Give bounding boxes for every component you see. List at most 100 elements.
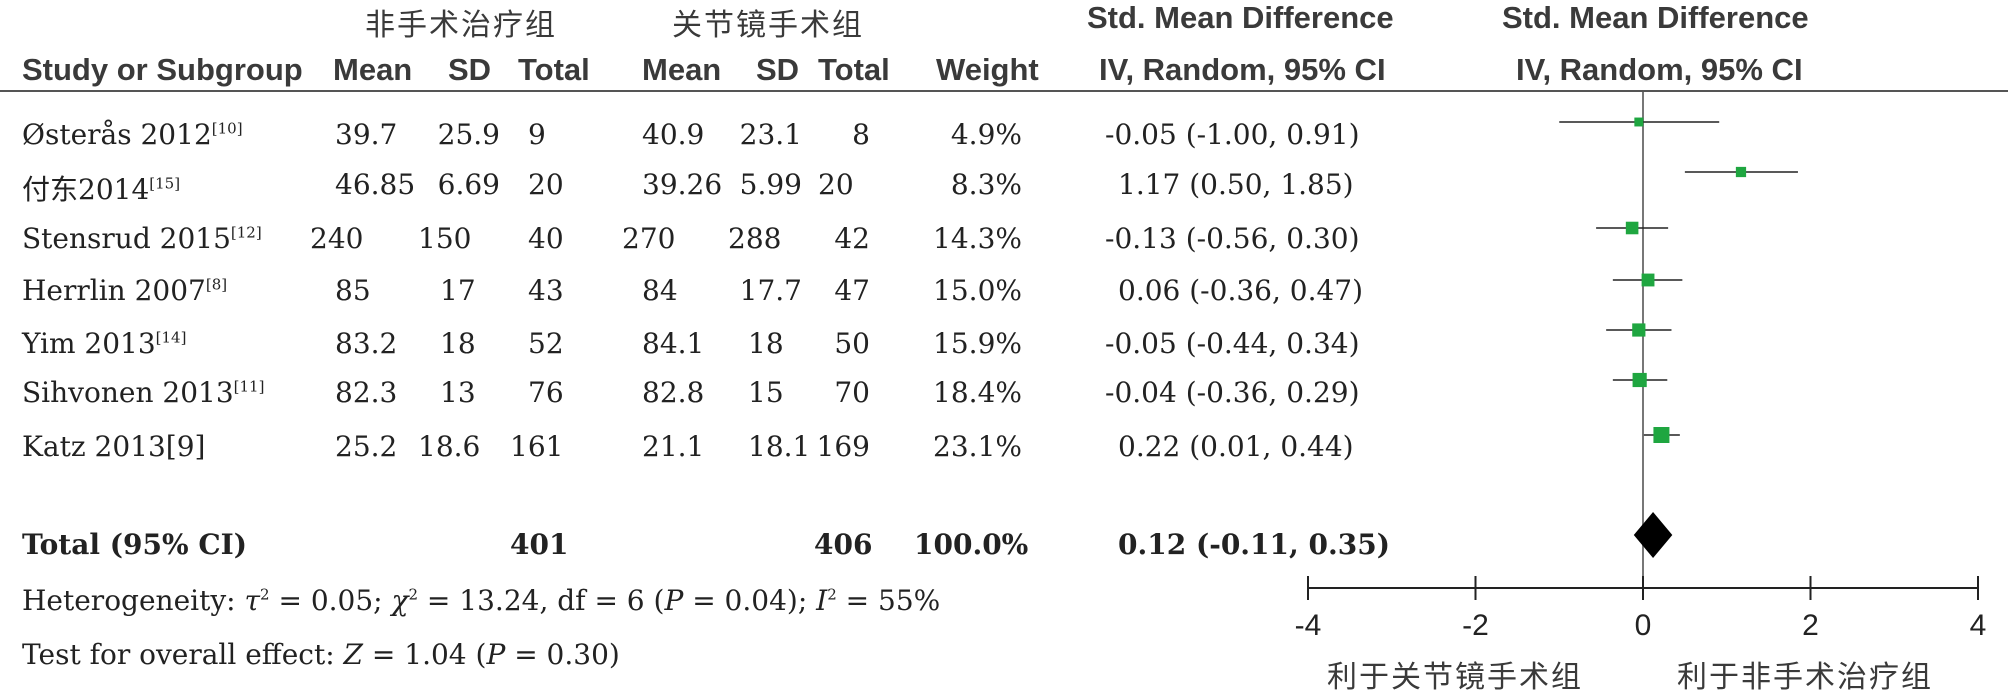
total-weight-cell: 100.0% [914,528,1029,561]
sd2-cell: 23.1 [739,118,802,151]
sd1-cell: 150 [418,222,472,255]
effect-method-left: IV, Random, 95% CI [1099,52,1386,87]
sd2-header: SD [756,52,800,87]
ci-cell: -0.05 (-0.44, 0.34) [1105,327,1360,360]
mean1-cell: 85 [335,274,371,307]
mean1-cell: 240 [310,222,364,255]
sd1-cell: 17 [440,274,476,307]
sd2-cell: 18.1 [748,430,811,463]
favours-left-label: 利于关节镜手术组 [1327,660,1583,695]
ci-cell: 1.17 (0.50, 1.85) [1118,168,1354,201]
total2-cell: 70 [834,376,870,409]
ci-cell: -0.05 (-1.00, 0.91) [1105,118,1360,151]
weight-cell: 4.9% [950,118,1022,151]
sd2-cell: 17.7 [739,274,802,307]
study-name: Sihvonen 2013[11] [22,376,265,409]
weight-cell: 18.4% [933,376,1022,409]
mean2-cell: 84.1 [642,327,705,360]
total2-cell: 20 [818,168,854,201]
ci-cell: -0.04 (-0.36, 0.29) [1105,376,1360,409]
mean2-cell: 21.1 [642,430,705,463]
total1-cell: 52 [528,327,564,360]
mean2-cell: 84 [642,274,678,307]
sd1-cell: 6.69 [437,168,500,201]
sd1-header: SD [448,52,492,87]
mean2-cell: 39.26 [642,168,723,201]
pooled-diamond [1633,512,1673,558]
total2-header: Total [818,52,890,87]
weight-cell: 8.3% [950,168,1022,201]
sd1-cell: 25.9 [437,118,500,151]
sd2-cell: 5.99 [739,168,802,201]
ci-cell: 0.06 (-0.36, 0.47) [1118,274,1364,307]
x-tick-label: 4 [1969,609,1987,642]
mean2-cell: 82.8 [642,376,705,409]
mean1-cell: 46.85 [335,168,416,201]
mean2-cell: 270 [622,222,676,255]
group1-header: 非手术治疗组 [365,8,557,43]
weight-header: Weight [936,52,1039,87]
mean1-header: Mean [333,52,413,87]
effect-title-right: Std. Mean Difference [1502,0,1809,35]
total1-cell: 9 [528,118,546,151]
study-marker [1641,273,1655,287]
mean2-header: Mean [642,52,722,87]
ci-cell: -0.13 (-0.56, 0.30) [1105,222,1360,255]
study-marker [1632,323,1646,337]
sd2-cell: 15 [748,376,784,409]
total2-cell: 169 [816,430,870,463]
total1-cell: 401 [510,528,569,561]
total1-header: Total [518,52,590,87]
mean1-cell: 25.2 [335,430,398,463]
mean2-cell: 40.9 [642,118,705,151]
study-name: Yim 2013[14] [22,327,187,360]
total1-cell: 161 [510,430,564,463]
effect-method-right: IV, Random, 95% CI [1516,52,1803,87]
total2-cell: 406 [814,528,873,561]
total-ci-cell: 0.12 (-0.11, 0.35) [1118,528,1390,561]
effect-title-left: Std. Mean Difference [1087,0,1394,35]
total1-cell: 40 [528,222,564,255]
ci-cell: 0.22 (0.01, 0.44) [1118,430,1354,463]
weight-cell: 15.0% [933,274,1022,307]
total1-cell: 43 [528,274,564,307]
weight-cell: 15.9% [933,327,1022,360]
total2-cell: 47 [834,274,870,307]
sd2-cell: 288 [728,222,782,255]
x-tick-label: 2 [1802,609,1819,642]
sd1-cell: 18 [440,327,476,360]
total2-cell: 50 [834,327,870,360]
total-label: Total (95% CI) [22,528,247,561]
mean1-cell: 39.7 [335,118,398,151]
sd2-cell: 18 [748,327,784,360]
study-name: Østerås 2012[10] [22,118,243,151]
sd1-cell: 13 [440,376,476,409]
total2-cell: 8 [852,118,870,151]
sd1-cell: 18.6 [418,430,481,463]
study-header: Study or Subgroup [22,52,303,87]
heterogeneity-text: Heterogeneity: τ2 = 0.05; χ2 = 13.24, df… [22,584,941,617]
overall-effect-text: Test for overall effect: Z = 1.04 (P = 0… [22,638,620,671]
x-tick-label: 0 [1634,609,1652,642]
study-name: 付东2014[15] [22,173,181,206]
x-tick-label: -2 [1462,609,1489,642]
group2-header: 关节镜手术组 [672,8,864,43]
x-tick-label: -4 [1294,609,1322,642]
mean1-cell: 82.3 [335,376,398,409]
weight-cell: 14.3% [933,222,1022,255]
total1-cell: 20 [528,168,564,201]
study-marker [1634,117,1644,127]
weight-cell: 23.1% [933,430,1022,463]
study-name: Stensrud 2015[12] [22,222,262,255]
study-marker [1653,427,1670,443]
study-name: Herrlin 2007[8] [22,274,228,307]
favours-right-label: 利于非手术治疗组 [1677,660,1933,695]
study-marker [1735,166,1747,178]
total1-cell: 76 [528,376,564,409]
total2-cell: 42 [834,222,870,255]
study-marker [1632,372,1647,388]
study-name: Katz 2013[9] [22,430,206,463]
mean1-cell: 83.2 [335,327,398,360]
study-marker [1625,221,1639,235]
